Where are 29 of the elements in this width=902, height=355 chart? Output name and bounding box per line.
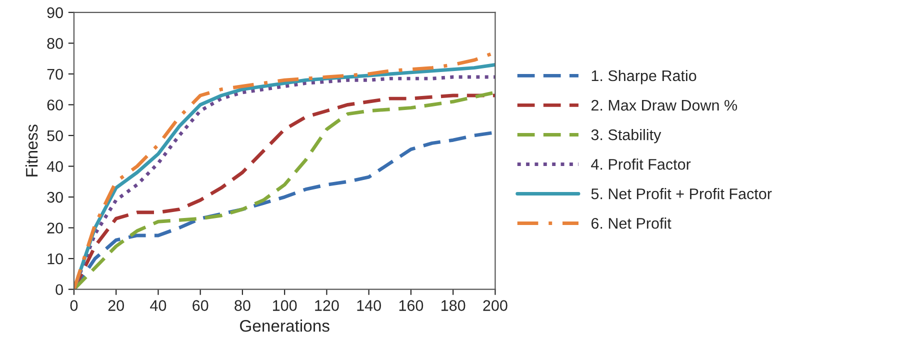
legend-label: 1. Sharpe Ratio [592,70,696,84]
x-tick-label: 160 [399,300,424,311]
x-tick-label: 0 [70,300,78,311]
x-axis-title: Generations [240,320,330,332]
legend-label: 3. Stability [591,128,662,144]
legend-label: 5. Net Profit + Profit Factor [591,188,772,200]
y-tick-label: 90 [47,7,63,18]
x-tick-label: 200 [483,300,508,311]
x-tick-label: 40 [150,300,166,311]
legend-label: 4. Profit Factor [591,158,691,170]
y-tick-label: 10 [48,253,63,264]
y-tick-label: 0 [56,284,63,296]
y-tick-label: 60 [47,100,63,110]
x-tick-label: 120 [315,300,339,311]
y-tick-label: 70 [47,68,63,80]
x-tick-label: 20 [108,300,124,311]
x-tick-label: 140 [357,300,381,311]
legend-label: 6. Net Profit [591,218,672,229]
x-tick-label: 60 [192,300,208,311]
x-tick-label: 100 [273,300,297,311]
y-tick-label: 20 [47,222,63,234]
x-tick-label: 180 [441,300,466,311]
x-tick-label: 80 [234,300,250,311]
y-tick-label: 80 [47,38,63,49]
y-axis-title: Fitness [25,124,38,176]
y-tick-label: 50 [47,130,63,142]
y-tick-label: 30 [47,192,63,203]
y-tick-label: 40 [46,161,63,172]
legend-label: 2. Max Draw Down % [591,100,738,111]
